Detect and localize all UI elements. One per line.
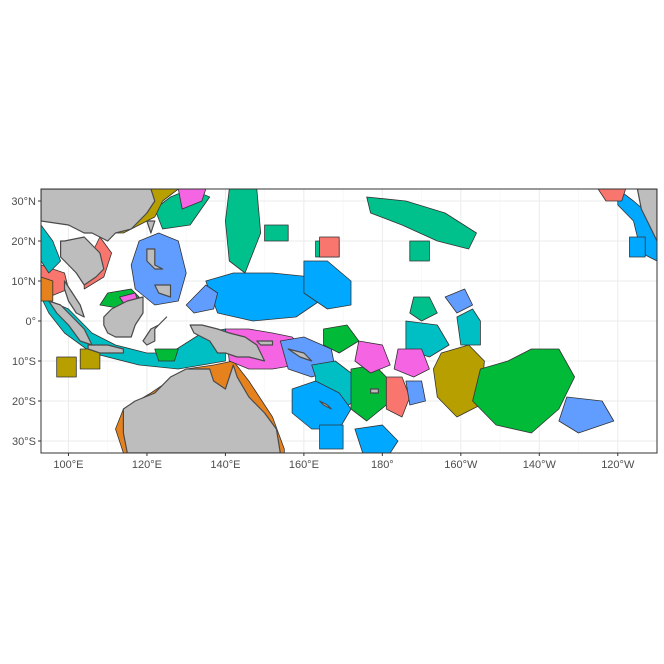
region-niue bbox=[405, 380, 426, 406]
land-malay-peninsula bbox=[63, 280, 85, 318]
region-minamitorishima bbox=[264, 224, 289, 242]
land-indochina bbox=[59, 236, 105, 286]
region-kermadec bbox=[354, 424, 399, 453]
region-norfolk bbox=[319, 424, 344, 450]
region-kiribati-line bbox=[456, 308, 481, 346]
land-new-guinea bbox=[189, 324, 266, 362]
region-johnston bbox=[409, 240, 430, 262]
x-tick-label: 120°W bbox=[601, 459, 635, 471]
region-marshall bbox=[303, 260, 352, 310]
land-sulawesi bbox=[142, 316, 168, 346]
y-tick-label: 10°N bbox=[11, 276, 36, 288]
region-palmyra bbox=[444, 288, 474, 314]
region-kiribati-phoenix bbox=[405, 320, 450, 358]
region-mexico-west bbox=[617, 189, 657, 262]
land-fiji-land bbox=[370, 388, 379, 394]
region-christmas-island bbox=[56, 356, 77, 378]
land-china-coast bbox=[41, 189, 156, 242]
x-tick-label: 100°E bbox=[53, 459, 83, 471]
land-luzon bbox=[146, 248, 164, 270]
y-tick-label: 20°S bbox=[12, 396, 36, 408]
region-mexico-north bbox=[597, 189, 626, 202]
region-indonesia bbox=[41, 296, 226, 370]
y-tick-label: 30°S bbox=[12, 436, 36, 448]
region-tuvalu bbox=[354, 340, 391, 374]
region-samoa-tokelau bbox=[393, 348, 430, 378]
x-tick-label: 140°E bbox=[210, 459, 240, 471]
y-tick-label: 10°S bbox=[12, 356, 36, 368]
x-axis: 100°E 120°E 140°E 160°E 180° 160°W 140°W 120°W bbox=[53, 453, 635, 471]
x-tick-label: 140°W bbox=[523, 459, 557, 471]
region-myanmar bbox=[41, 224, 61, 274]
region-new-caledonia bbox=[291, 380, 352, 430]
x-tick-label: 160°W bbox=[444, 459, 478, 471]
region-timor-leste bbox=[154, 348, 179, 362]
x-tick-label: 180° bbox=[371, 459, 394, 471]
region-cook bbox=[432, 344, 485, 418]
region-japan-south bbox=[177, 189, 207, 210]
region-kiribati-gilbert-north bbox=[409, 296, 438, 322]
region-guam-marianas bbox=[224, 189, 262, 274]
y-axis: 30°N 20°N 10°N 0° 10°S 20°S 30°S bbox=[11, 196, 41, 448]
region-pitcairn bbox=[558, 396, 615, 434]
x-tick-label: 120°E bbox=[132, 459, 162, 471]
region-hawaii bbox=[366, 196, 477, 250]
region-nauru bbox=[319, 236, 340, 258]
land-australia-land bbox=[122, 364, 281, 453]
region-palau-east bbox=[185, 284, 219, 314]
region-tonga bbox=[385, 376, 411, 418]
x-tick-label: 160°E bbox=[289, 459, 319, 471]
y-tick-label: 0° bbox=[25, 316, 36, 328]
y-tick-label: 30°N bbox=[11, 196, 36, 208]
land-borneo bbox=[103, 296, 144, 338]
region-andaman bbox=[41, 276, 54, 302]
region-nauru-kiribati bbox=[323, 324, 360, 354]
land-new-britain bbox=[256, 340, 274, 346]
y-tick-label: 20°N bbox=[11, 236, 36, 248]
land-java bbox=[87, 344, 125, 354]
land-mindanao bbox=[154, 284, 172, 298]
land-masses bbox=[41, 189, 657, 453]
land-taiwan bbox=[146, 220, 156, 234]
land-mexico-land bbox=[636, 189, 657, 242]
land-new-caledonia-land bbox=[319, 400, 332, 410]
region-clipperton bbox=[629, 236, 646, 258]
land-solomon-land bbox=[287, 348, 313, 362]
region-french-polynesia bbox=[472, 348, 575, 434]
